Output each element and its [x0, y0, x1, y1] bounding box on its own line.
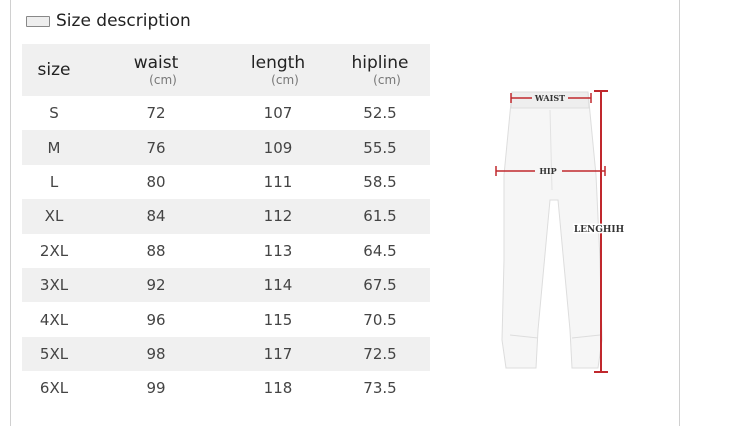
header-unit: (cm) — [149, 73, 177, 87]
table-cell: 61.5 — [330, 199, 430, 234]
table-cell: 4XL — [39, 310, 69, 329]
section-title: Size description — [26, 11, 191, 31]
table-row: S 72 107 52.5 — [22, 96, 430, 130]
table-cell: 58.5 — [363, 172, 397, 191]
table-row: 5XL 98 117 72.5 — [22, 336, 430, 372]
image-icon — [26, 15, 50, 27]
table-cell: 2XL — [39, 241, 69, 260]
table-cell: 96 — [146, 310, 166, 329]
table-row: 2XL 88 113 64.5 — [22, 234, 430, 268]
table-cell: 6XL — [39, 379, 69, 398]
table-cell: 107 — [263, 104, 293, 123]
table-cell: 70.5 — [363, 310, 397, 329]
table-row: XL 84 112 61.5 — [22, 199, 430, 234]
table-cell: L — [49, 172, 59, 191]
table-row: 3XL 92 114 67.5 — [22, 267, 430, 303]
table-cell: 84 — [86, 199, 226, 234]
table-cell: 92 — [86, 267, 226, 303]
table-cell: 111 — [263, 172, 293, 191]
table-cell: 72.5 — [330, 336, 430, 372]
table-cell: 118 — [263, 379, 293, 398]
left-border — [10, 0, 11, 426]
hip-label: HIP — [539, 166, 556, 176]
column-header-length: length (cm) — [226, 44, 330, 96]
table-cell: 114 — [226, 267, 330, 303]
table-cell: 3XL — [22, 267, 86, 303]
table-cell: 64.5 — [363, 241, 397, 260]
column-header-size: size — [22, 44, 86, 96]
pants-illustration — [501, 91, 603, 369]
table-cell: XL — [22, 199, 86, 234]
table-cell: 73.5 — [363, 379, 397, 398]
table-row: L 80 111 58.5 — [22, 165, 430, 199]
table-cell: 99 — [146, 379, 166, 398]
table-cell: 5XL — [22, 336, 86, 372]
table-cell: 72 — [146, 104, 166, 123]
table-cell: 55.5 — [330, 130, 430, 165]
table-cell: 67.5 — [330, 267, 430, 303]
table-cell: 88 — [146, 241, 166, 260]
table-cell: 52.5 — [363, 104, 397, 123]
table-row: 4XL 96 115 70.5 — [22, 302, 430, 336]
column-header-waist: waist (cm) — [86, 44, 226, 96]
size-table: size waist (cm) length (cm) hipline (cm) S 72 10… — [22, 44, 430, 406]
table-cell: 113 — [263, 241, 293, 260]
table-cell: 117 — [226, 336, 330, 372]
header-label: size — [37, 59, 71, 80]
table-row: M 76 109 55.5 — [22, 130, 430, 165]
table-cell: 98 — [86, 336, 226, 372]
column-header-hipline: hipline (cm) — [330, 44, 430, 96]
table-cell: M — [22, 130, 86, 165]
table-cell: 115 — [263, 310, 293, 329]
header-label: waist — [133, 52, 179, 73]
length-label: LENGHIH — [574, 225, 625, 235]
right-border — [679, 0, 680, 426]
header-unit: (cm) — [271, 73, 299, 87]
table-row: 6XL 99 118 73.5 — [22, 371, 430, 405]
table-cell: 109 — [226, 130, 330, 165]
table-cell: 76 — [86, 130, 226, 165]
title-text: Size description — [56, 11, 191, 31]
pants-measurement-figure: WAIST HIP LENGHIH — [495, 90, 626, 373]
header-unit: (cm) — [373, 73, 401, 87]
waist-label: WAIST — [534, 93, 565, 103]
header-label: length — [250, 52, 306, 73]
table-cell: 80 — [146, 172, 166, 191]
header-label: hipline — [351, 52, 409, 73]
table-cell: 112 — [226, 199, 330, 234]
table-cell: S — [49, 104, 59, 123]
